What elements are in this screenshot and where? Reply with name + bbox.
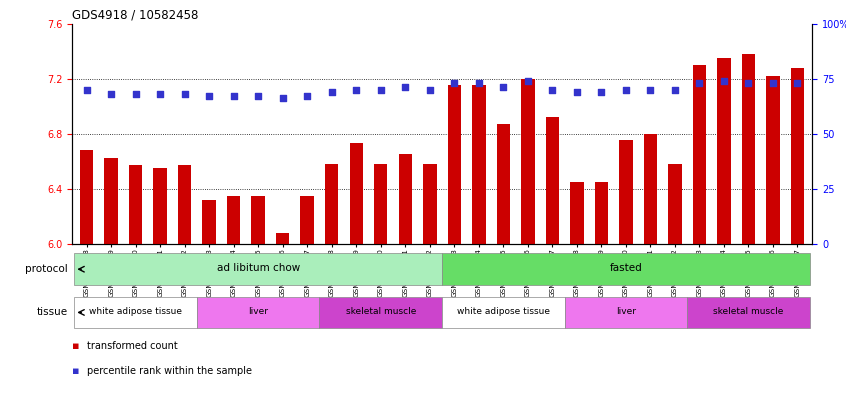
Point [619,86,633,93]
Point [693,80,706,86]
Bar [178,165,191,244]
Point [325,89,338,95]
Bar [276,233,289,244]
Point [423,86,437,93]
Bar [472,85,486,244]
Bar [521,79,535,244]
Bar [74,296,197,329]
Bar [644,134,657,244]
Bar [564,296,687,329]
Point [717,78,731,84]
Point [349,86,363,93]
Text: percentile rank within the sample: percentile rank within the sample [87,366,252,376]
Point [227,93,240,99]
Text: transformed count: transformed count [87,341,178,351]
Bar [398,154,412,244]
Point [668,86,682,93]
Text: liver: liver [248,307,268,316]
Point [251,93,265,99]
Bar [791,68,805,244]
Point [153,91,167,97]
Point [202,93,216,99]
Point [644,86,657,93]
Bar [448,85,461,244]
Point [521,78,535,84]
Bar [251,196,265,244]
Point [595,89,608,95]
Bar [668,164,682,244]
Point [766,80,780,86]
Bar [442,253,810,285]
Point [791,80,805,86]
Point [80,86,93,93]
Text: skeletal muscle: skeletal muscle [345,307,416,316]
Bar [570,182,584,244]
Point [374,86,387,93]
Bar [717,58,731,244]
Bar [442,296,564,329]
Point [472,80,486,86]
Point [742,80,755,86]
Point [398,84,412,90]
Text: ad libitum chow: ad libitum chow [217,263,299,274]
Text: tissue: tissue [36,307,68,318]
Text: GDS4918 / 10582458: GDS4918 / 10582458 [72,8,198,21]
Bar [374,164,387,244]
Point [546,86,559,93]
Text: skeletal muscle: skeletal muscle [713,307,783,316]
Bar [497,124,510,244]
Text: protocol: protocol [25,264,68,274]
Point [300,93,314,99]
Point [497,84,510,90]
Bar [129,165,142,244]
Text: ▪: ▪ [72,366,80,376]
Bar [153,168,167,244]
Bar [325,164,338,244]
Bar [300,196,314,244]
Bar [104,158,118,244]
Point [129,91,142,97]
Point [570,89,584,95]
Bar [687,296,810,329]
Bar [349,143,363,244]
Bar [619,141,633,244]
Bar [595,182,608,244]
Bar [766,76,780,244]
Point [448,80,461,86]
Point [178,91,191,97]
Point [276,95,289,101]
Bar [80,150,93,244]
Bar [197,296,320,329]
Text: white adipose tissue: white adipose tissue [457,307,550,316]
Bar [74,253,442,285]
Bar [320,296,442,329]
Bar [202,200,216,244]
Bar [227,196,240,244]
Text: white adipose tissue: white adipose tissue [89,307,182,316]
Bar [693,65,706,244]
Bar [742,54,755,244]
Bar [546,117,559,244]
Point [104,91,118,97]
Text: liver: liver [616,307,636,316]
Bar [423,164,437,244]
Text: fasted: fasted [609,263,642,274]
Text: ▪: ▪ [72,341,80,351]
